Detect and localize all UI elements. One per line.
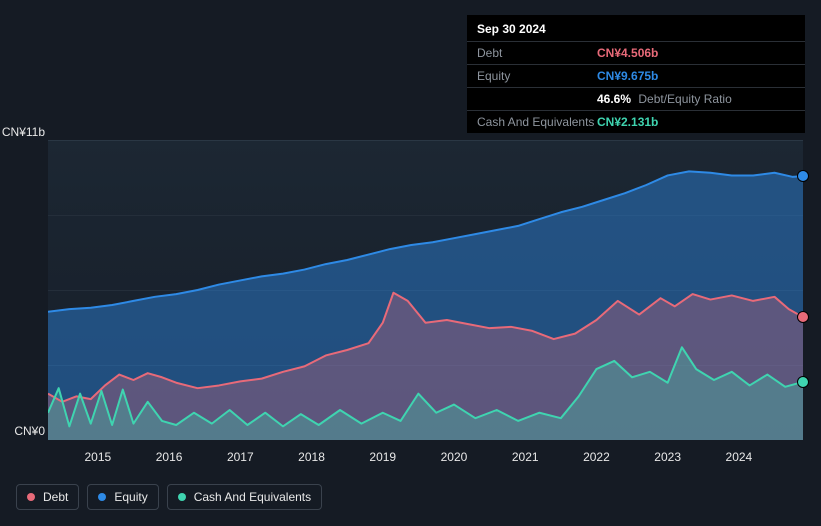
x-tick-label: 2015 (84, 450, 111, 464)
info-value: CN¥9.675b (597, 69, 658, 83)
x-tick-label: 2019 (369, 450, 396, 464)
circle-icon (98, 493, 106, 501)
legend-label: Cash And Equivalents (194, 490, 311, 504)
info-label: Equity (477, 69, 597, 83)
info-value: CN¥4.506b (597, 46, 658, 60)
info-row-equity: Equity CN¥9.675b (467, 64, 805, 87)
info-label: Cash And Equivalents (477, 115, 597, 129)
legend-item-debt[interactable]: Debt (16, 484, 79, 510)
circle-icon (27, 493, 35, 501)
legend: Debt Equity Cash And Equivalents (16, 484, 322, 510)
y-axis-max-label: CN¥11b (0, 125, 45, 139)
x-tick-label: 2023 (654, 450, 681, 464)
info-row-debt: Debt CN¥4.506b (467, 41, 805, 64)
legend-label: Debt (43, 490, 68, 504)
x-tick-label: 2020 (441, 450, 468, 464)
info-value-wrap: 46.6% Debt/Equity Ratio (597, 92, 732, 106)
legend-item-cash[interactable]: Cash And Equivalents (167, 484, 322, 510)
info-label: Debt (477, 46, 597, 60)
legend-item-equity[interactable]: Equity (87, 484, 158, 510)
legend-label: Equity (114, 490, 147, 504)
info-tooltip: Sep 30 2024 Debt CN¥4.506b Equity CN¥9.6… (467, 15, 805, 133)
info-date: Sep 30 2024 (467, 15, 805, 41)
x-axis: 2015 2016 2017 2018 2019 2020 2021 2022 2023 2024 (48, 450, 803, 468)
circle-icon (178, 493, 186, 501)
info-value: CN¥2.131b (597, 115, 658, 129)
x-tick-label: 2017 (227, 450, 254, 464)
info-row-cash: Cash And Equivalents CN¥2.131b (467, 110, 805, 133)
info-value: 46.6% (597, 92, 631, 106)
x-tick-label: 2018 (298, 450, 325, 464)
x-tick-label: 2024 (726, 450, 753, 464)
info-row-ratio: 46.6% Debt/Equity Ratio (467, 87, 805, 110)
x-tick-label: 2016 (156, 450, 183, 464)
x-tick-label: 2022 (583, 450, 610, 464)
y-axis-min-label: CN¥0 (0, 424, 45, 438)
chart-svg (48, 140, 803, 440)
info-label (477, 92, 597, 106)
chart-area[interactable] (48, 140, 803, 440)
x-tick-label: 2021 (512, 450, 539, 464)
info-suffix: Debt/Equity Ratio (638, 92, 731, 106)
